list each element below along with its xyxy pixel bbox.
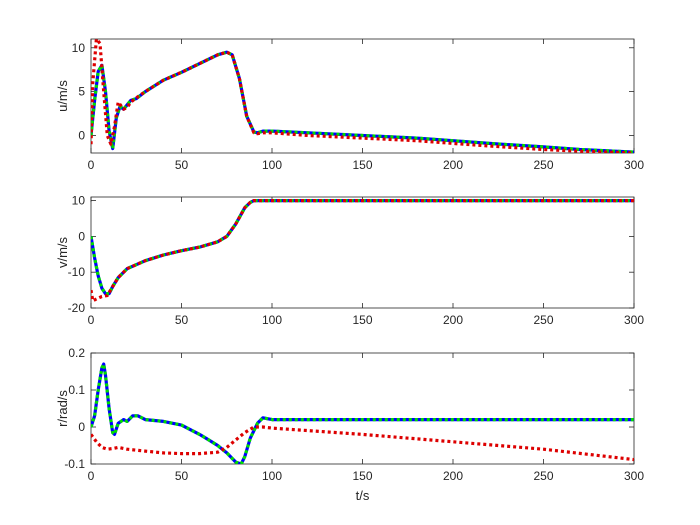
series-line-2: [91, 199, 634, 296]
x-tick-label: 0: [88, 158, 95, 172]
series-line-3: [91, 199, 634, 303]
subplot-1: 0 50 100 150 200 250 300 0 5 10 u/m/s: [55, 38, 644, 172]
x-tick-label: 50: [175, 469, 189, 483]
y-tick-label: 5: [78, 85, 85, 99]
series-line-3: [91, 425, 634, 462]
x-tick-label: 200: [443, 158, 463, 172]
x-tick-label: 0: [88, 313, 95, 327]
x-tick-label: 100: [262, 469, 282, 483]
x-tick-label: 50: [175, 313, 189, 327]
y-axis-label: r/rad/s: [55, 390, 70, 427]
subplot-2: 0 50 100 150 200 250 300 -20 -10 0 10 v/m/s: [55, 194, 644, 327]
x-axis-label: t/s: [356, 488, 370, 503]
x-tick-label: 50: [175, 158, 189, 172]
y-tick-label: -10: [68, 265, 86, 279]
series-line-3: [91, 39, 634, 153]
plot-area: [90, 352, 635, 465]
y-tick-label: 0.1: [68, 383, 85, 397]
y-tick-label: 0: [78, 420, 85, 434]
y-tick-label: 0: [78, 128, 85, 142]
y-tick-label: 10: [72, 194, 86, 208]
x-tick-label: 300: [624, 469, 644, 483]
y-axis-label: v/m/s: [55, 236, 70, 268]
x-tick-label: 100: [262, 313, 282, 327]
y-tick-label: 0: [78, 229, 85, 243]
x-tick-label: 300: [624, 313, 644, 327]
x-tick-label: 250: [533, 469, 553, 483]
y-axis-label: u/m/s: [55, 80, 70, 112]
x-tick-label: 300: [624, 158, 644, 172]
subplot-3: 0 50 100 150 200 250 300-0.100.10.2r/rad/st/s: [55, 346, 644, 503]
x-tick-label: 250: [533, 158, 553, 172]
y-tick-label: -20: [68, 301, 86, 315]
y-tick-label: 0.2: [68, 346, 85, 360]
series-line-2: [91, 362, 634, 464]
x-tick-label: 150: [352, 313, 372, 327]
x-tick-label: 100: [262, 158, 282, 172]
x-tick-label: 200: [443, 469, 463, 483]
x-tick-label: 200: [443, 313, 463, 327]
y-tick-label: 10: [72, 41, 86, 55]
x-tick-label: 0: [88, 469, 95, 483]
y-tick-label: -0.1: [64, 457, 85, 471]
plot-area: [90, 196, 635, 309]
x-tick-label: 150: [352, 469, 372, 483]
x-tick-label: 250: [533, 313, 553, 327]
x-tick-label: 150: [352, 158, 372, 172]
